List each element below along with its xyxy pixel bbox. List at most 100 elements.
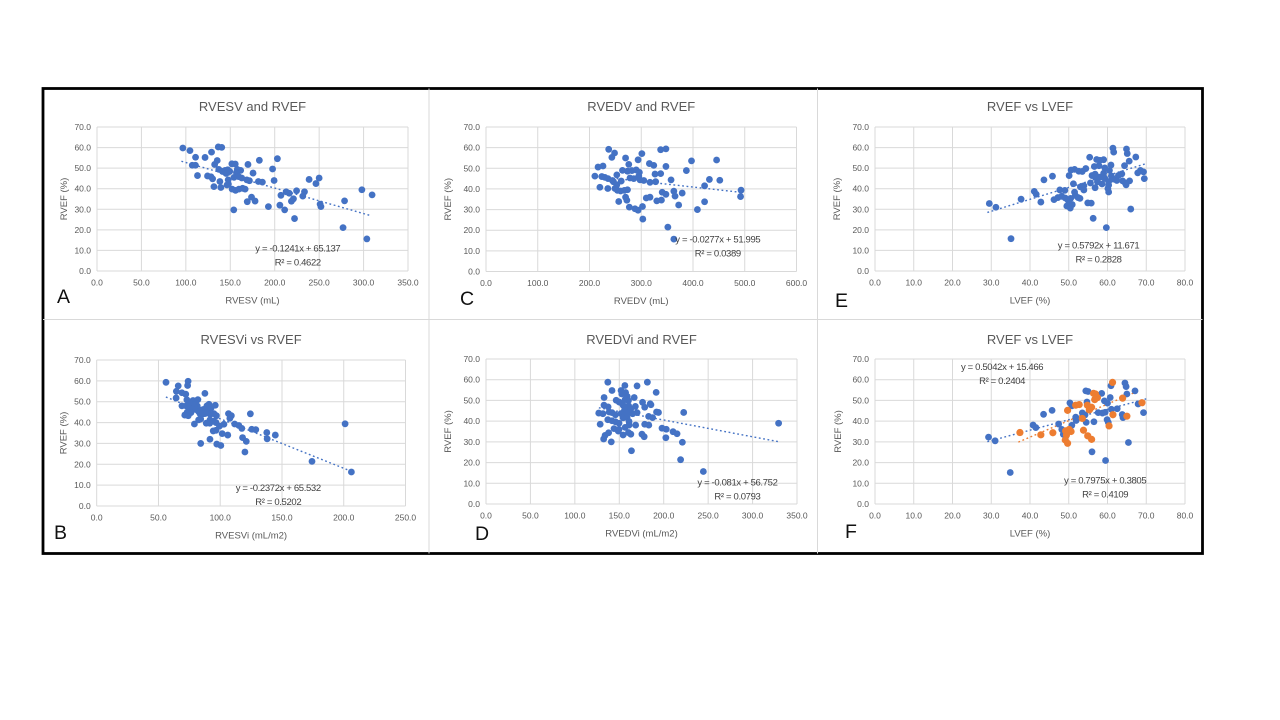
y-axis-title: RVEF (%)	[59, 178, 70, 221]
scatter-point-patients	[258, 178, 266, 186]
scatter-point-patients	[701, 182, 708, 190]
scatter-point-group-blue	[1122, 383, 1130, 390]
scatter-point-patients	[299, 192, 307, 200]
scatter-point-group-blue	[1072, 417, 1080, 424]
scatter-point-patients	[639, 203, 646, 210]
y-axis-title: RVEF (%)	[443, 178, 454, 221]
scatter-point-group-blue	[1125, 439, 1132, 446]
scatter-point-patients	[1095, 162, 1103, 170]
scatter-point-patients	[625, 203, 633, 211]
tick-label-x: 10.0	[905, 511, 922, 521]
scatter-point-patients	[627, 430, 635, 438]
scatter-point-patients	[201, 389, 209, 397]
panel-title: RVEF vs LVEF	[987, 99, 1073, 114]
tick-label-y: 20.0	[463, 458, 480, 468]
tick-label-x: 300.0	[353, 278, 375, 288]
scatter-point-patients	[230, 206, 238, 214]
scatter-point-patients	[1082, 165, 1090, 172]
tick-label-y: 60.0	[74, 376, 91, 386]
scatter-point-patients	[197, 440, 205, 447]
tick-label-y: 70.0	[463, 122, 480, 132]
scatter-point-patients	[293, 187, 300, 195]
panel-title: RVESVi vs RVEF	[201, 332, 302, 347]
scatter-point-patients	[363, 235, 371, 243]
scatter-point-patients	[678, 189, 686, 197]
panel-D: 0.0 50.0 100.0 150.0 200.0 250.0 300.0 350.0 0.0…	[443, 332, 808, 545]
r-squared-label: R² = 0.4109	[1082, 490, 1128, 501]
scatter-point-patients	[1056, 186, 1064, 194]
scatter-point-patients	[614, 427, 622, 435]
scatter-point-patients	[673, 430, 681, 438]
scatter-point-patients	[315, 174, 323, 182]
scatter-point-patients	[1102, 224, 1110, 231]
scatter-point-patients	[1087, 199, 1095, 207]
tick-label-x: 350.0	[786, 511, 808, 521]
tick-label-y: 0.0	[79, 266, 91, 276]
scatter-point-patients	[662, 434, 670, 442]
tick-label-y: 60.0	[852, 143, 869, 153]
scatter-point-group-orange	[1016, 428, 1024, 437]
scatter-point-patients	[643, 378, 651, 386]
tick-label-x: 0.0	[91, 278, 103, 288]
scatter-point-group-blue	[1113, 405, 1121, 413]
tick-label-x: 70.0	[1138, 511, 1155, 521]
scatter-point-patients	[646, 193, 654, 201]
tick-label-x: 350.0	[397, 278, 419, 288]
scatter-point-patients	[186, 147, 194, 155]
tick-label-y: 20.0	[463, 225, 480, 235]
tick-label-y: 40.0	[74, 184, 91, 194]
scatter-point-patients	[206, 435, 214, 443]
scatter-point-patients	[201, 154, 209, 161]
x-axis-title: LVEF (%)	[1010, 296, 1050, 307]
scatter-point-group-orange	[1063, 406, 1072, 414]
scatter-point-group-blue	[1055, 420, 1063, 428]
scatter-point-patients	[216, 178, 224, 185]
tick-label-y: 60.0	[74, 143, 91, 153]
tick-label-x: 60.0	[1099, 511, 1116, 521]
scatter-point-patients	[208, 148, 215, 156]
x-axis-title: RVESV (mL)	[225, 296, 279, 307]
tick-label-x: 40.0	[1022, 511, 1039, 521]
scatter-point-patients	[178, 402, 186, 410]
tick-label-x: 100.0	[527, 278, 549, 288]
scatter-point-patients	[625, 418, 633, 425]
scatter-point-patients	[263, 429, 271, 436]
tick-label-x: 0.0	[869, 278, 881, 288]
panel-letter: E	[835, 290, 848, 312]
scatter-point-patients	[658, 196, 665, 204]
tick-label-x: 50.0	[133, 278, 150, 288]
scatter-point-patients	[339, 224, 347, 231]
scatter-point-group-orange	[1075, 400, 1083, 409]
tick-label-y: 10.0	[852, 245, 869, 255]
scatter-point-patients	[223, 181, 231, 189]
scatter-point-patients	[985, 200, 993, 207]
tick-label-y: 40.0	[74, 418, 91, 428]
scatter-point-patients	[604, 378, 612, 386]
tick-label-x: 70.0	[1138, 278, 1155, 288]
scatter-point-patients	[1037, 198, 1045, 206]
equation-label: y = 0.5792x + 11.671	[1058, 240, 1140, 251]
scatter-point-patients	[212, 412, 220, 420]
tick-label-y: 60.0	[852, 375, 869, 385]
panel-F: 0.0 10.0 20.0 30.0 40.0 50.0 60.0 70.0 80.0 0.0 10…	[833, 332, 1194, 543]
scatter-point-patients	[662, 190, 670, 198]
scatter-point-group-blue	[1104, 399, 1111, 407]
scatter-point-patients	[184, 412, 192, 420]
scatter-point-patients	[368, 191, 376, 199]
tick-label-x: 20.0	[944, 511, 961, 521]
scatter-point-patients	[607, 438, 615, 446]
panel-title: RVEDVi and RVEF	[586, 332, 697, 347]
tick-label-x: 0.0	[91, 513, 103, 523]
scatter-point-patients	[596, 420, 604, 428]
scatter-point-patients	[652, 388, 660, 396]
scatter-point-patients	[1089, 214, 1097, 222]
tick-label-x: 100.0	[564, 511, 586, 521]
tick-label-y: 30.0	[74, 204, 91, 214]
scatter-point-patients	[210, 183, 218, 191]
panel-letter: D	[475, 523, 489, 545]
scatter-point-patients	[649, 414, 657, 422]
scatter-point-patients	[191, 420, 198, 428]
scatter-point-patients	[615, 419, 623, 427]
scatter-point-patients	[1122, 181, 1130, 189]
scatter-point-patients	[246, 410, 254, 418]
